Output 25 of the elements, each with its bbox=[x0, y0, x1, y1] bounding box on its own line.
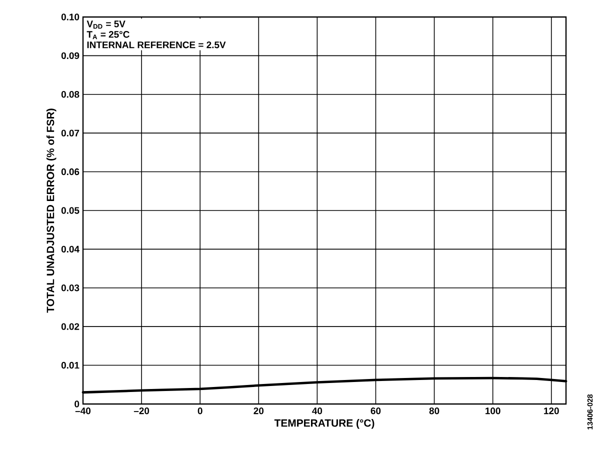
y-tick-label: 0.10 bbox=[61, 14, 80, 20]
y-tick-label: 0.01 bbox=[61, 362, 80, 369]
y-tick-label: 0.08 bbox=[61, 91, 80, 98]
x-tick-label: 20 bbox=[254, 408, 264, 414]
y-tick-label: 0.05 bbox=[61, 207, 80, 214]
x-tick-label: 0 bbox=[198, 408, 202, 414]
y-tick-label: 0.06 bbox=[61, 168, 80, 176]
x-tick-label: –20 bbox=[134, 408, 150, 414]
y-tick-label: 0.04 bbox=[61, 246, 80, 253]
y-tick-label: 0.07 bbox=[61, 130, 80, 136]
y-tick-label: 0.02 bbox=[61, 323, 80, 330]
y-axis-title: TOTAL UNADJUSTED ERROR (% of FSR) bbox=[46, 108, 56, 313]
x-tick-label: 120 bbox=[544, 408, 559, 414]
x-tick-label: 80 bbox=[429, 408, 440, 414]
x-tick-label: –40 bbox=[75, 408, 91, 414]
y-tick-label: 0.09 bbox=[61, 52, 80, 60]
x-tick-label: 40 bbox=[312, 408, 322, 414]
x-tick-label: 100 bbox=[486, 408, 500, 414]
annotation: INTERNAL REFERENCE = 2.5V bbox=[87, 42, 226, 48]
y-tick-label: 0.03 bbox=[61, 284, 80, 292]
y-tick-label: 0 bbox=[74, 400, 80, 408]
x-tick-label: 60 bbox=[370, 408, 381, 414]
annotation: T$_{A}$ = 25°C bbox=[86, 31, 130, 40]
x-axis-title: TEMPERATURE (°C) bbox=[274, 419, 374, 429]
annotation: V$_{DD}$ = 5V bbox=[86, 20, 126, 29]
